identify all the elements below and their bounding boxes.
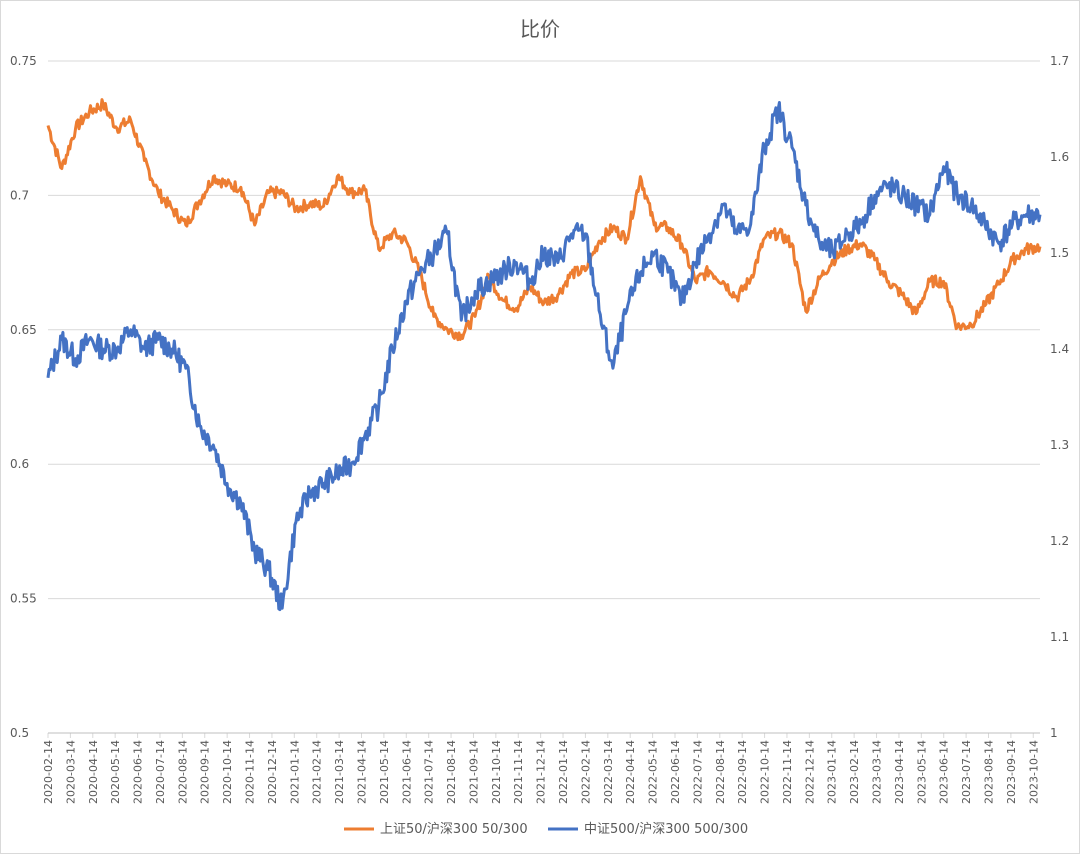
x-tick-label: 2023-08-14 <box>982 740 995 804</box>
x-tick-label: 2023-03-14 <box>871 740 884 804</box>
x-tick-label: 2022-07-14 <box>691 740 704 804</box>
x-tick-label: 2020-12-14 <box>266 740 279 804</box>
x-tick-label: 2022-03-14 <box>602 740 615 804</box>
x-tick-label: 2020-07-14 <box>154 740 167 804</box>
x-tick-label: 2021-05-14 <box>378 740 391 804</box>
x-tick-label: 2020-05-14 <box>109 740 122 804</box>
x-tick-label: 2020-04-14 <box>87 740 100 804</box>
x-tick-label: 2021-10-14 <box>490 740 503 804</box>
right-tick-label: 1.5 <box>1050 246 1069 260</box>
x-tick-label: 2022-04-14 <box>624 740 637 804</box>
right-tick-label: 1.6 <box>1050 150 1069 164</box>
left-tick-label: 0.65 <box>10 323 37 337</box>
x-tick-label: 2021-08-14 <box>445 740 458 804</box>
x-tick-label: 2020-06-14 <box>132 740 145 804</box>
left-tick-label: 0.55 <box>10 592 37 606</box>
x-tick-label: 2022-10-14 <box>759 740 772 804</box>
x-tick-label: 2023-04-14 <box>893 740 906 804</box>
x-tick-label: 2023-01-14 <box>826 740 839 804</box>
x-tick-label: 2022-09-14 <box>736 740 749 804</box>
x-tick-label: 2023-05-14 <box>915 740 928 804</box>
legend-label-orange: 上证50/沪深300 50/300 <box>380 821 528 837</box>
x-tick-label: 2022-08-14 <box>714 740 727 804</box>
series-layer <box>46 98 1042 612</box>
right-axis: 1 1.1 1.2 1.3 1.4 1.5 1.6 1.7 <box>1050 54 1069 740</box>
left-tick-label: 0.75 <box>10 54 37 68</box>
x-tick-label: 2021-06-14 <box>400 740 413 804</box>
x-tick-label: 2021-04-14 <box>355 740 368 804</box>
x-tick-label: 2021-02-14 <box>311 740 324 804</box>
right-tick-label: 1.1 <box>1050 630 1069 644</box>
series-line-sz50-hs300 <box>46 98 1042 342</box>
x-tick-label: 2021-09-14 <box>467 740 480 804</box>
x-tick-label: 2021-12-14 <box>535 740 548 804</box>
x-tick-label: 2023-09-14 <box>1005 740 1018 804</box>
legend-label-blue: 中证500/沪深300 500/300 <box>584 821 748 837</box>
x-tick-label: 2021-01-14 <box>288 740 301 804</box>
series-line-zz500-hs300 <box>46 101 1042 612</box>
x-tick-label: 2020-02-14 <box>42 740 55 804</box>
x-tick-label: 2023-06-14 <box>938 740 951 804</box>
left-tick-label: 0.7 <box>10 188 29 202</box>
right-tick-label: 1 <box>1050 726 1058 740</box>
x-tick-label: 2022-11-14 <box>781 740 794 804</box>
x-tick-label: 2022-05-14 <box>647 740 660 804</box>
x-tick-label: 2022-12-14 <box>803 740 816 804</box>
x-axis: 2020-02-14 2020-03-14 2020-04-14 2020-05-14… <box>42 732 1040 804</box>
x-tick-label: 2023-10-14 <box>1027 740 1040 804</box>
x-tick-label: 2021-03-14 <box>333 740 346 804</box>
right-tick-label: 1.2 <box>1050 534 1069 548</box>
x-tick-label: 2020-11-14 <box>244 740 257 804</box>
x-tick-label: 2020-09-14 <box>199 740 212 804</box>
legend: 上证50/沪深300 50/300 中证500/沪深300 500/300 <box>344 821 748 837</box>
x-tick-label: 2020-10-14 <box>221 740 234 804</box>
right-tick-label: 1.3 <box>1050 438 1069 452</box>
right-tick-label: 1.4 <box>1050 342 1069 356</box>
x-tick-label: 2020-03-14 <box>64 740 77 804</box>
x-tick-label: 2020-08-14 <box>176 740 189 804</box>
right-tick-label: 1.7 <box>1050 54 1069 68</box>
left-axis: 0.5 0.55 0.6 0.65 0.7 0.75 <box>10 54 37 740</box>
chart-title: 比价 <box>520 17 560 41</box>
left-tick-label: 0.5 <box>10 726 29 740</box>
x-tick-label: 2023-07-14 <box>960 740 973 804</box>
x-tick-label: 2021-11-14 <box>512 740 525 804</box>
x-tick-label: 2023-02-14 <box>848 740 861 804</box>
left-tick-label: 0.6 <box>10 457 29 471</box>
x-tick-label: 2022-01-14 <box>557 740 570 804</box>
x-tick-label: 2022-06-14 <box>669 740 682 804</box>
x-tick-label: 2021-07-14 <box>423 740 436 804</box>
x-tick-label: 2022-02-14 <box>579 740 592 804</box>
